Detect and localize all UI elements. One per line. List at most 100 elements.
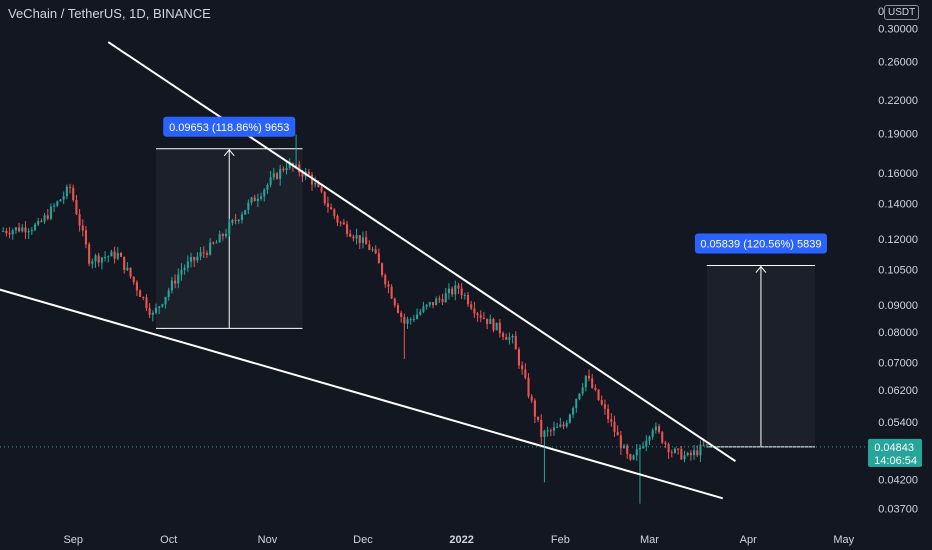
candle-body <box>33 224 37 230</box>
candle <box>543 429 546 483</box>
candle-body <box>562 424 565 427</box>
candle <box>33 222 37 232</box>
candle <box>381 262 384 278</box>
candle <box>584 375 587 392</box>
candle <box>234 213 237 225</box>
candle-body <box>30 229 33 232</box>
candle <box>572 406 575 418</box>
candle <box>352 234 355 242</box>
candle-body <box>361 237 364 244</box>
candle-body <box>368 244 371 250</box>
candle-body <box>126 267 129 271</box>
candle-body <box>486 318 489 325</box>
candle <box>151 310 154 322</box>
candle <box>221 232 224 241</box>
candle <box>170 276 173 294</box>
candle-body <box>349 233 352 237</box>
measure-arrowhead <box>755 265 767 273</box>
candle <box>186 255 189 272</box>
candle-body <box>209 242 212 255</box>
candle <box>428 301 431 308</box>
candle-body <box>333 209 336 216</box>
candle <box>648 435 651 446</box>
candle-body <box>129 267 132 277</box>
candle-body <box>374 249 377 254</box>
candle <box>486 318 489 330</box>
candle <box>307 168 310 176</box>
trendline-upper <box>107 41 737 463</box>
candle-body <box>342 222 345 225</box>
candle-body <box>530 396 533 401</box>
candle <box>587 369 591 382</box>
candle-body <box>686 452 689 456</box>
candle-body <box>346 224 349 234</box>
candle-body <box>460 288 463 296</box>
trendline-lower <box>0 288 724 500</box>
candle-body <box>616 431 619 436</box>
candle-body <box>441 299 444 303</box>
candle <box>358 235 361 249</box>
candle-body <box>393 298 396 306</box>
candle-body <box>489 318 492 325</box>
candle-body <box>409 319 412 321</box>
candle-body <box>288 163 291 168</box>
candle <box>91 258 94 269</box>
candle-body <box>400 312 403 317</box>
candle <box>435 296 438 306</box>
y-tick-label: 0.04200 <box>878 475 918 487</box>
candle-body <box>482 317 485 319</box>
candle-body <box>135 282 138 291</box>
candle-body <box>132 276 135 283</box>
candle-body <box>62 196 65 200</box>
candle <box>603 399 606 415</box>
candle-body <box>69 186 72 188</box>
candle-body <box>505 336 508 340</box>
candle <box>670 449 673 458</box>
y-tick-label: 0.06200 <box>878 385 918 397</box>
candle <box>489 314 492 325</box>
candle <box>69 183 72 194</box>
candle <box>403 313 406 360</box>
candle-body <box>645 440 648 447</box>
candle-body <box>167 290 170 297</box>
currency-selector[interactable]: USDT <box>884 5 920 20</box>
candle-body <box>425 304 428 307</box>
measure-label-text: 0.05839 (120.56%) 5839 <box>700 239 821 251</box>
candle-body <box>228 223 231 234</box>
candle <box>326 196 329 213</box>
candle-body <box>613 421 616 432</box>
candle-body <box>603 404 606 409</box>
candle <box>514 331 517 350</box>
candle <box>511 333 514 344</box>
candle-body <box>72 187 75 201</box>
price-tag-countdown: 14:06:54 <box>874 455 917 467</box>
candle <box>21 224 24 233</box>
candle-body <box>543 431 546 437</box>
candle <box>568 413 571 424</box>
y-tick-label-top: 0 <box>878 6 884 18</box>
candle-body <box>260 196 263 199</box>
measure-label-text: 0.09653 (118.86%) 9653 <box>169 122 289 134</box>
candle-body <box>177 274 180 284</box>
candle-body <box>113 251 116 259</box>
candle-body <box>403 316 406 324</box>
candle-body <box>527 377 530 397</box>
candle <box>339 220 342 227</box>
candle-body <box>654 426 657 431</box>
y-tick-label: 0.14000 <box>878 198 918 210</box>
candle <box>476 311 479 322</box>
candle <box>161 303 164 308</box>
candle <box>205 250 208 258</box>
candle-body <box>511 335 514 338</box>
candle <box>613 415 616 437</box>
measure-tool-1 <box>156 148 303 329</box>
candle-body <box>199 252 202 257</box>
candle-body <box>705 444 708 446</box>
candle <box>361 231 364 249</box>
candle <box>632 454 635 461</box>
candle <box>365 231 368 245</box>
candle <box>59 198 62 202</box>
candle <box>148 303 151 318</box>
candle <box>145 294 148 312</box>
